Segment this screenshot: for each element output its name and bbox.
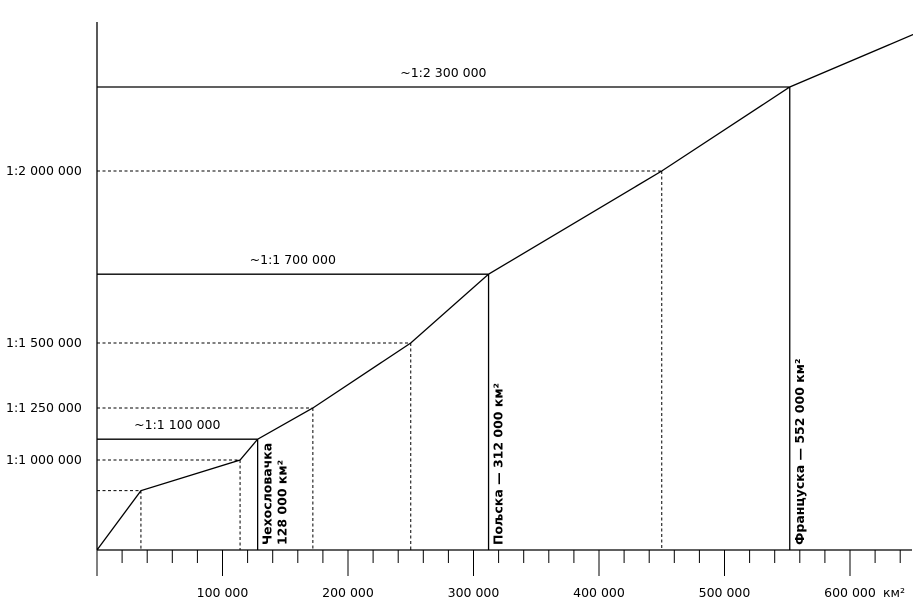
x-unit-label: км² [883, 585, 905, 600]
country-name-label-1: Пољска — 312 000 км² [491, 383, 506, 545]
country-name-label-0: Чехословачка [260, 443, 275, 545]
country-name-label-2: Француска — 552 000 км² [792, 359, 807, 545]
x-tick-label-0: 100 000 [197, 585, 249, 600]
country-scale-label-0: ~1:1 100 000 [134, 417, 220, 432]
country-scale-label-1: ~1:1 700 000 [250, 252, 336, 267]
x-tick-label-3: 400 000 [573, 585, 625, 600]
y-tick-label-2: 1:1 500 000 [6, 335, 82, 350]
country-area-label-0: 128 000 км² [275, 460, 290, 545]
x-tick-label-1: 200 000 [322, 585, 374, 600]
guide-lines [97, 86, 791, 550]
axes [96, 22, 912, 551]
y-tick-label-0: 1:1 000 000 [6, 452, 82, 467]
scale-curve [96, 33, 913, 551]
x-tick-label-5: 600 000 [824, 585, 876, 600]
x-tick-labels: 100 000 200 000 300 000 400 000 500 000 600 0… [197, 585, 905, 600]
x-tick-label-4: 500 000 [699, 585, 751, 600]
country-labels: ~1:1 100 000 Чехословачка 128 000 км² ~1:1 … [134, 65, 807, 545]
country-scale-label-2: ~1:2 300 000 [400, 65, 486, 80]
x-axis-ticks [96, 550, 901, 576]
y-tick-labels: 1:1 000 000 1:1 250 000 1:1 500 000 1:2 000… [6, 163, 82, 467]
y-tick-label-3: 1:2 000 000 [6, 163, 82, 178]
x-tick-label-2: 300 000 [448, 585, 500, 600]
y-tick-label-1: 1:1 250 000 [6, 400, 82, 415]
